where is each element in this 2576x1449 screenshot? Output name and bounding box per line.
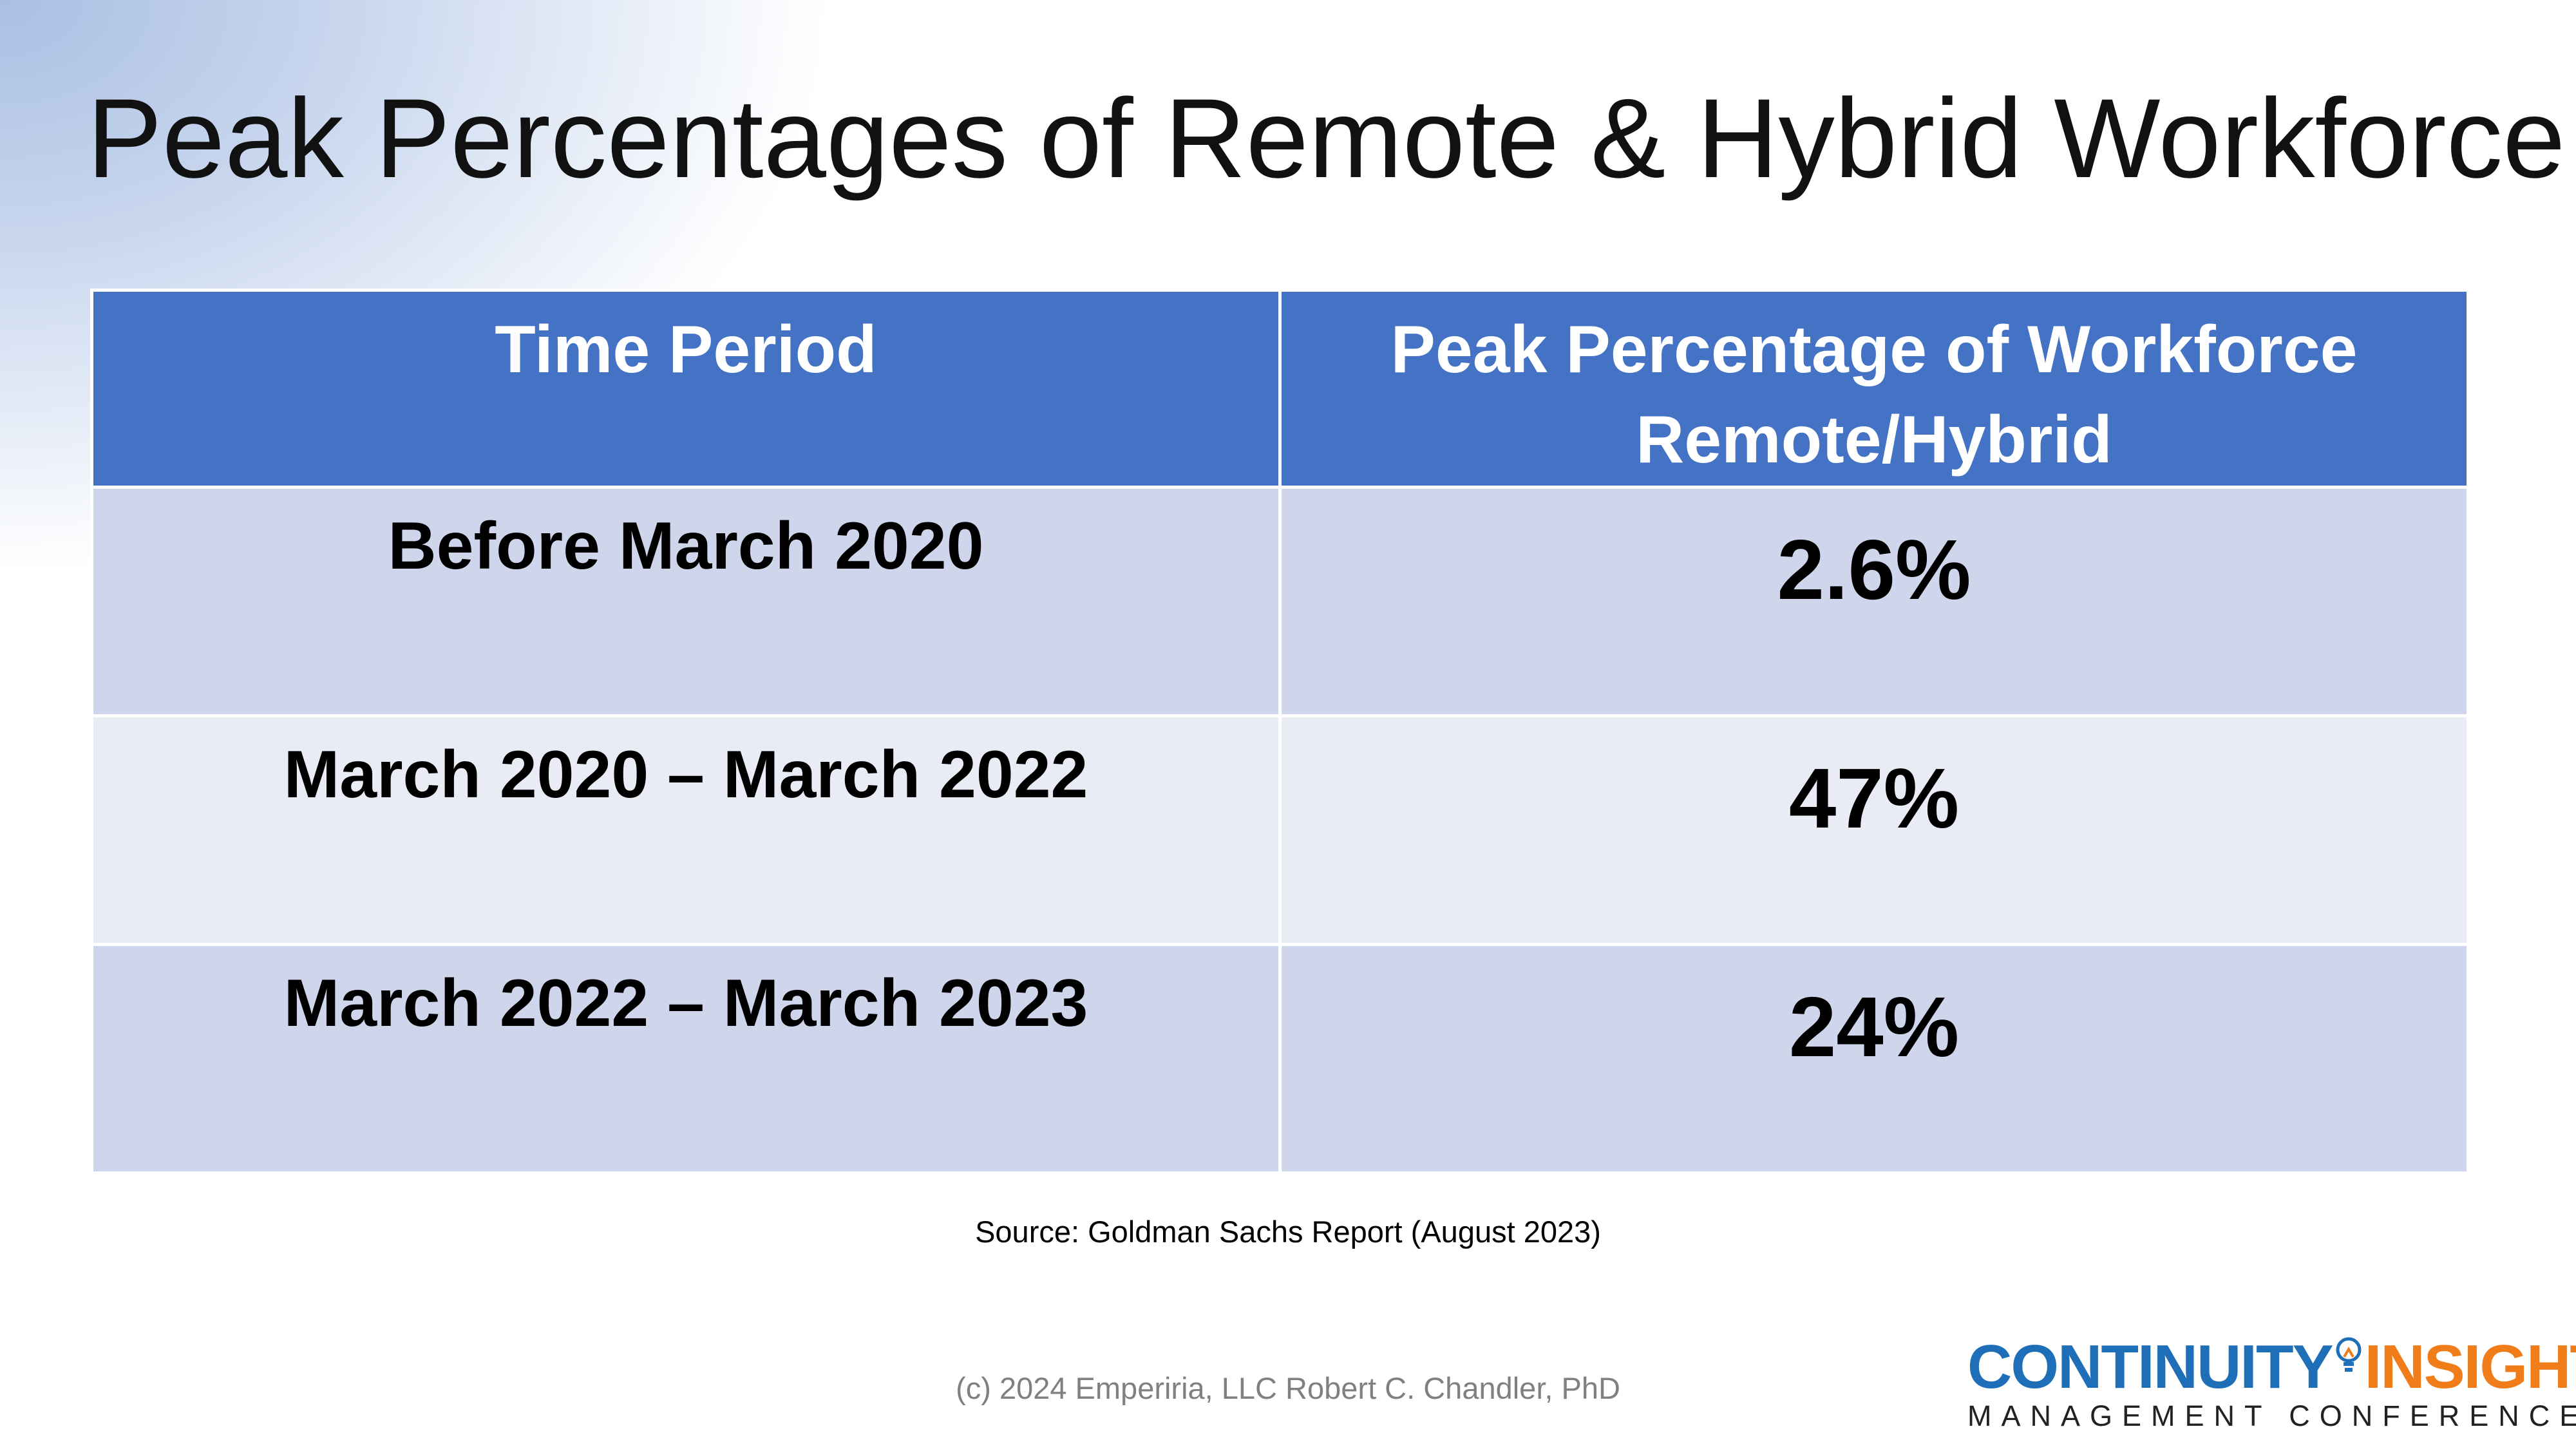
period-cell: Before March 2020: [90, 486, 1282, 717]
table-row: Before March 2020 2.6%: [90, 486, 2470, 717]
data-table: Time Period Peak Percentage of Workforce…: [90, 289, 2470, 1175]
column-header-time-period: Time Period: [90, 289, 1282, 489]
logo-tagline-text: MANAGEMENT CONFERENCE: [1967, 1399, 2576, 1432]
percentage-cell: 2.6%: [1278, 486, 2470, 717]
logo-word-continuity: CONTINUITY: [1967, 1332, 2334, 1401]
copyright-footer: (c) 2024 Emperiria, LLC Robert C. Chandl…: [956, 1371, 1620, 1405]
slide-title: Peak Percentages of Remote & Hybrid Work…: [87, 76, 2566, 202]
source-note: Source: Goldman Sachs Report (August 202…: [975, 1215, 1601, 1249]
logo-tagline: MANAGEMENT CONFERENCETM: [1967, 1398, 2576, 1434]
lightbulb-icon: [2336, 1337, 2362, 1372]
table-header-row: Time Period Peak Percentage of Workforce…: [90, 289, 2470, 489]
logo-wordmark: CONTINUITY INSIGHTS: [1967, 1336, 2576, 1398]
period-cell: March 2020 – March 2022: [90, 714, 1282, 946]
percentage-cell: 47%: [1278, 714, 2470, 946]
logo-word-insights: INSIGHTS: [2364, 1332, 2576, 1401]
conference-logo: CONTINUITY INSIGHTS MANAGEMENT CONFERENC…: [1967, 1336, 2576, 1434]
period-cell: March 2022 – March 2023: [90, 943, 1282, 1175]
percentage-cell: 24%: [1278, 943, 2470, 1175]
column-header-peak-percentage: Peak Percentage of Workforce Remote/Hybr…: [1278, 289, 2470, 489]
table-row: March 2022 – March 2023 24%: [90, 943, 2470, 1175]
table-row: March 2020 – March 2022 47%: [90, 714, 2470, 946]
